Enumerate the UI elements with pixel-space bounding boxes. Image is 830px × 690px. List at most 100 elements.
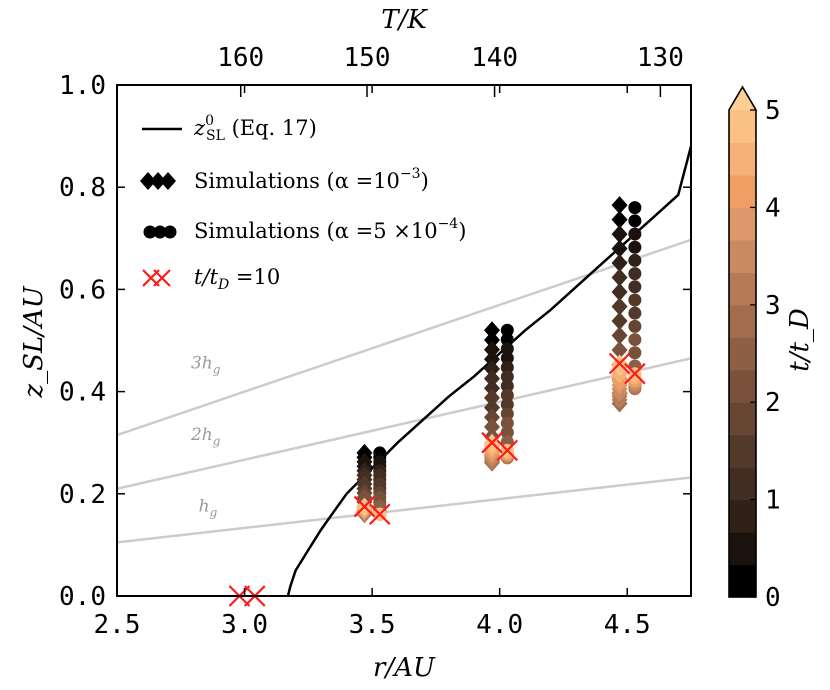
y-tick-label: 0.4 xyxy=(59,378,106,408)
diamond-marker xyxy=(484,388,501,407)
t-td-10-crosses xyxy=(228,352,646,607)
legend-diamond xyxy=(160,172,176,190)
circle-marker xyxy=(500,398,514,412)
colorbar-segment xyxy=(729,337,756,371)
circle-marker xyxy=(628,214,642,228)
scale-height-lines xyxy=(117,238,691,544)
diamond-marker xyxy=(611,268,628,287)
colorbar-segment xyxy=(729,207,756,241)
legend-cross-swatch xyxy=(142,269,171,287)
colorbar-segment xyxy=(729,402,756,436)
red-cross-marker xyxy=(624,362,646,385)
circle-marker xyxy=(500,407,514,421)
colorbar-segment xyxy=(729,272,756,306)
diamond-marker xyxy=(611,254,628,273)
diamond-marker xyxy=(611,326,628,345)
diamond-marker xyxy=(484,408,501,427)
legend: z0 SL (Eq. 17) Simulations (α =10−3) Simu… xyxy=(140,113,466,293)
colorbar-segment xyxy=(729,564,756,598)
colorbar-segment xyxy=(729,110,756,144)
axis-ticks: 2.5 3.0 3.5 4.0 4.5 0.0 0.2 0.4 0.6 0.8 1.0 160 150 1… xyxy=(59,43,691,640)
colorbar-segment xyxy=(729,239,756,273)
diamond-marker xyxy=(484,321,501,340)
circle-marker xyxy=(500,379,514,393)
circle-marker xyxy=(628,319,642,333)
circle-marker xyxy=(500,425,514,439)
top-tick-label: 160 xyxy=(217,43,264,73)
scale-height-labels: hg 2hg 3hg xyxy=(190,354,221,520)
colorbar-tick-label: 1 xyxy=(765,486,781,516)
legend-circle xyxy=(153,225,167,239)
colorbar-segment xyxy=(729,467,756,501)
scale-height-line xyxy=(117,357,691,490)
red-cross-marker xyxy=(353,495,376,518)
diamond-marker xyxy=(611,225,628,244)
diamond-marker xyxy=(611,297,628,316)
diamond-marker xyxy=(611,239,628,258)
y-tick-label: 0.2 xyxy=(59,480,106,510)
colorbar-segment xyxy=(729,304,756,338)
colorbar-segment xyxy=(729,434,756,468)
top-axis-label: T/K xyxy=(381,5,428,35)
circle-marker xyxy=(628,253,642,267)
diamond-marker xyxy=(611,210,628,229)
colorbar-segment xyxy=(729,499,756,533)
colorbar-tick-label: 2 xyxy=(765,388,781,418)
colorbar-tick-label: 0 xyxy=(765,583,781,613)
y-tick-label: 0.8 xyxy=(59,173,106,203)
top-tick-label: 150 xyxy=(344,43,391,73)
red-cross-marker xyxy=(368,503,391,526)
top-tick-label: 130 xyxy=(637,43,684,73)
plot-area xyxy=(117,85,691,596)
diamond-marker xyxy=(484,369,501,388)
legend-entry-model: z0 SL (Eq. 17) xyxy=(193,113,317,144)
colorbar-tick-label: 4 xyxy=(765,193,781,223)
circle-marker xyxy=(628,240,642,254)
colorbar-segment xyxy=(729,532,756,566)
y-tick-label: 1.0 xyxy=(59,71,106,101)
top-tick-label: 140 xyxy=(471,43,518,73)
red-cross-marker xyxy=(496,439,519,462)
diamond-marker xyxy=(611,341,628,360)
diamond-marker xyxy=(484,340,501,359)
circle-marker xyxy=(500,416,514,430)
circle-marker xyxy=(628,267,642,281)
circle-marker xyxy=(500,342,514,356)
legend-entry-t-td: t/tD =10 xyxy=(194,265,280,293)
colorbar: 0 1 2 3 4 5 xyxy=(728,85,781,613)
colorbar-segment xyxy=(729,369,756,403)
circle-marker xyxy=(500,333,514,347)
legend-circle xyxy=(143,225,157,239)
circle-marker xyxy=(628,333,642,347)
colorbar-segment xyxy=(729,174,756,208)
circle-marker xyxy=(628,346,642,360)
x-tick-label: 4.0 xyxy=(476,610,523,640)
diamond-marker xyxy=(484,379,501,398)
simulation-markers xyxy=(356,196,642,524)
colorbar-segment xyxy=(729,142,756,176)
x-axis-label: r/AU xyxy=(373,653,436,683)
circle-marker xyxy=(628,280,642,294)
legend-cross xyxy=(153,269,171,287)
circle-marker xyxy=(628,227,642,241)
legend-entry-sim-5e-4: Simulations (α =5 ×10−4) xyxy=(194,216,466,243)
legend-diamond xyxy=(150,172,166,190)
plot-frame xyxy=(116,84,692,597)
x-tick-label: 2.5 xyxy=(94,610,141,640)
diamond-marker xyxy=(484,330,501,349)
x-tick-label: 4.5 xyxy=(604,610,651,640)
legend-diamond-swatch xyxy=(140,172,176,190)
diamond-marker xyxy=(484,398,501,417)
legend-diamond xyxy=(140,172,156,190)
diamond-marker xyxy=(611,312,628,331)
x-tick-label: 3.5 xyxy=(349,610,396,640)
legend-circle-swatch xyxy=(143,225,177,239)
scale-height-label: 2hg xyxy=(190,425,221,448)
circle-marker xyxy=(500,370,514,384)
circle-marker xyxy=(628,201,642,215)
legend-circle xyxy=(163,225,177,239)
colorbar-tick-label: 3 xyxy=(765,291,781,321)
y-tick-label: 0.6 xyxy=(59,275,106,305)
scale-height-line xyxy=(117,238,691,437)
